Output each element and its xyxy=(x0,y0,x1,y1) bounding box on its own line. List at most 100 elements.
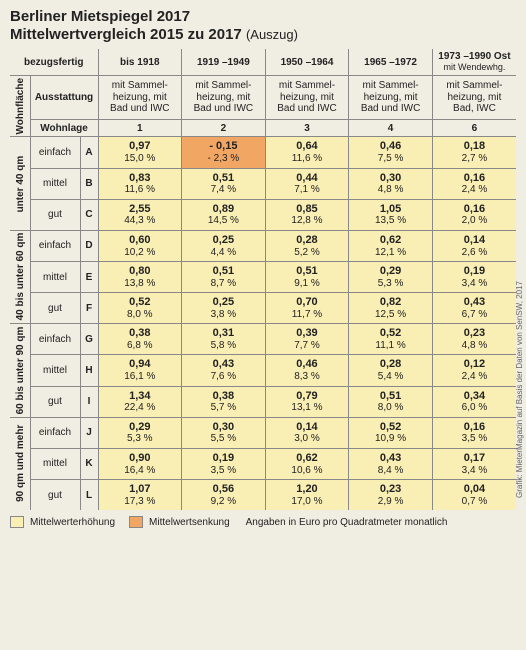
cell-percent: 8,7 % xyxy=(184,278,263,290)
cell-value: 0,43 xyxy=(184,358,263,371)
cell-percent: 12,8 % xyxy=(268,215,347,227)
lage-label: gut xyxy=(30,293,80,324)
cell-percent: 7,1 % xyxy=(268,184,347,196)
value-cell: 0,437,6 % xyxy=(182,355,266,386)
cell-percent: 3,4 % xyxy=(435,278,514,290)
table-body: unter 40 qmeinfachA0,9715,0 %- 0,15- 2,3… xyxy=(10,137,516,510)
table-row: gutL1,0717,3 %0,569,2 %1,2017,0 %0,232,9… xyxy=(10,480,516,511)
lage-label: mittel xyxy=(30,262,80,293)
cell-value: 0,12 xyxy=(435,358,514,371)
cell-percent: 3,5 % xyxy=(184,465,263,477)
period-0: bis 1918 xyxy=(98,49,182,76)
value-cell: 0,528,0 % xyxy=(98,293,182,324)
cell-value: 0,97 xyxy=(101,140,180,153)
cell-value: 0,46 xyxy=(268,358,347,371)
value-cell: 0,9416,1 % xyxy=(98,355,182,386)
cell-percent: 5,7 % xyxy=(184,402,263,414)
value-cell: 0,142,6 % xyxy=(432,230,516,261)
value-cell: 0,9715,0 % xyxy=(98,137,182,168)
row-letter: K xyxy=(80,448,98,479)
value-cell: 0,253,8 % xyxy=(182,293,266,324)
swatch-dec xyxy=(129,516,143,528)
lage-label: einfach xyxy=(30,230,80,261)
value-cell: 0,143,0 % xyxy=(265,417,349,448)
lage-label: einfach xyxy=(30,137,80,168)
cell-value: 0,51 xyxy=(184,265,263,278)
cell-value: 0,62 xyxy=(351,234,430,247)
value-cell: 0,162,0 % xyxy=(432,199,516,230)
value-cell: 0,346,0 % xyxy=(432,386,516,417)
page-subtitle: Mittelwertvergleich 2015 zu 2017 (Auszug… xyxy=(10,26,516,43)
cell-percent: 5,3 % xyxy=(101,433,180,445)
ausst-3: mit Sammel-heizung, mitBad und IWC xyxy=(349,76,433,120)
cell-percent: 8,4 % xyxy=(351,465,430,477)
cell-percent: 3,5 % xyxy=(435,433,514,445)
cell-percent: 5,2 % xyxy=(268,247,347,259)
cell-value: 0,23 xyxy=(351,483,430,496)
row-letter: E xyxy=(80,262,98,293)
cell-value: 0,34 xyxy=(435,390,514,403)
table-row: 90 qm und mehreinfachJ0,295,3 %0,305,5 %… xyxy=(10,417,516,448)
wl-4: 6 xyxy=(432,120,516,137)
lage-label: gut xyxy=(30,480,80,511)
cell-value: 0,90 xyxy=(101,452,180,465)
value-cell: 0,438,4 % xyxy=(349,448,433,479)
value-cell: 0,467,5 % xyxy=(349,137,433,168)
cell-percent: 17,0 % xyxy=(268,496,347,508)
ausst-2: mit Sammel-heizung, mitBad und IWC xyxy=(265,76,349,120)
cell-value: 0,64 xyxy=(268,140,347,153)
value-cell: 0,519,1 % xyxy=(265,262,349,293)
lage-label: einfach xyxy=(30,417,80,448)
cell-percent: 3,4 % xyxy=(435,465,514,477)
row-letter: H xyxy=(80,355,98,386)
cell-value: 0,31 xyxy=(184,327,263,340)
value-cell: 0,385,7 % xyxy=(182,386,266,417)
value-cell: 0,6010,2 % xyxy=(98,230,182,261)
cell-value: 1,05 xyxy=(351,203,430,216)
cell-percent: 2,4 % xyxy=(435,184,514,196)
value-cell: 0,162,4 % xyxy=(432,168,516,199)
cell-value: 0,79 xyxy=(268,390,347,403)
data-table: bezugsfertig bis 1918 1919 –1949 1950 –1… xyxy=(10,49,516,510)
cell-value: 0,94 xyxy=(101,358,180,371)
cell-percent: 7,4 % xyxy=(184,184,263,196)
value-cell: 0,254,4 % xyxy=(182,230,266,261)
cell-value: 0,44 xyxy=(268,172,347,185)
value-cell: 0,8512,8 % xyxy=(265,199,349,230)
value-cell: 0,386,8 % xyxy=(98,324,182,355)
value-cell: 0,6212,1 % xyxy=(349,230,433,261)
cell-value: 0,51 xyxy=(351,390,430,403)
table-row: 40 bis unter 60 qmeinfachD0,6010,2 %0,25… xyxy=(10,230,516,261)
hdr-ausstattung: Ausstattung xyxy=(30,76,98,120)
value-cell: 0,468,3 % xyxy=(265,355,349,386)
ausst-1: mit Sammel-heizung, mitBad und IWC xyxy=(182,76,266,120)
cell-value: 0,83 xyxy=(101,172,180,185)
table-page: Berliner Mietspiegel 2017 Mittelwertverg… xyxy=(0,0,526,538)
cell-percent: 2,4 % xyxy=(435,371,514,383)
cell-percent: 16,1 % xyxy=(101,371,180,383)
cell-percent: 7,5 % xyxy=(351,153,430,165)
cell-value: 0,82 xyxy=(351,296,430,309)
legend: Mittelwerterhöhung Mittelwertsenkung Ang… xyxy=(10,516,516,528)
cell-percent: 14,5 % xyxy=(184,215,263,227)
row-letter: F xyxy=(80,293,98,324)
table-row: mittelB0,8311,6 %0,517,4 %0,447,1 %0,304… xyxy=(10,168,516,199)
table-row: gutI1,3422,4 %0,385,7 %0,7913,1 %0,518,0… xyxy=(10,386,516,417)
value-cell: 0,193,5 % xyxy=(182,448,266,479)
cell-percent: 10,2 % xyxy=(101,247,180,259)
cell-value: 0,38 xyxy=(101,327,180,340)
cell-percent: 11,1 % xyxy=(351,340,430,352)
value-cell: 1,2017,0 % xyxy=(265,480,349,511)
cell-percent: 13,1 % xyxy=(268,402,347,414)
value-cell: 0,6210,6 % xyxy=(265,448,349,479)
wl-2: 3 xyxy=(265,120,349,137)
lage-label: gut xyxy=(30,199,80,230)
value-cell: 0,122,4 % xyxy=(432,355,516,386)
cell-value: 0,52 xyxy=(101,296,180,309)
cell-value: 0,43 xyxy=(351,452,430,465)
row-letter: G xyxy=(80,324,98,355)
period-4-sub: mit Wendewhg. xyxy=(444,62,506,72)
cell-value: 0,14 xyxy=(268,421,347,434)
value-cell: 0,517,4 % xyxy=(182,168,266,199)
cell-percent: 2,7 % xyxy=(435,153,514,165)
